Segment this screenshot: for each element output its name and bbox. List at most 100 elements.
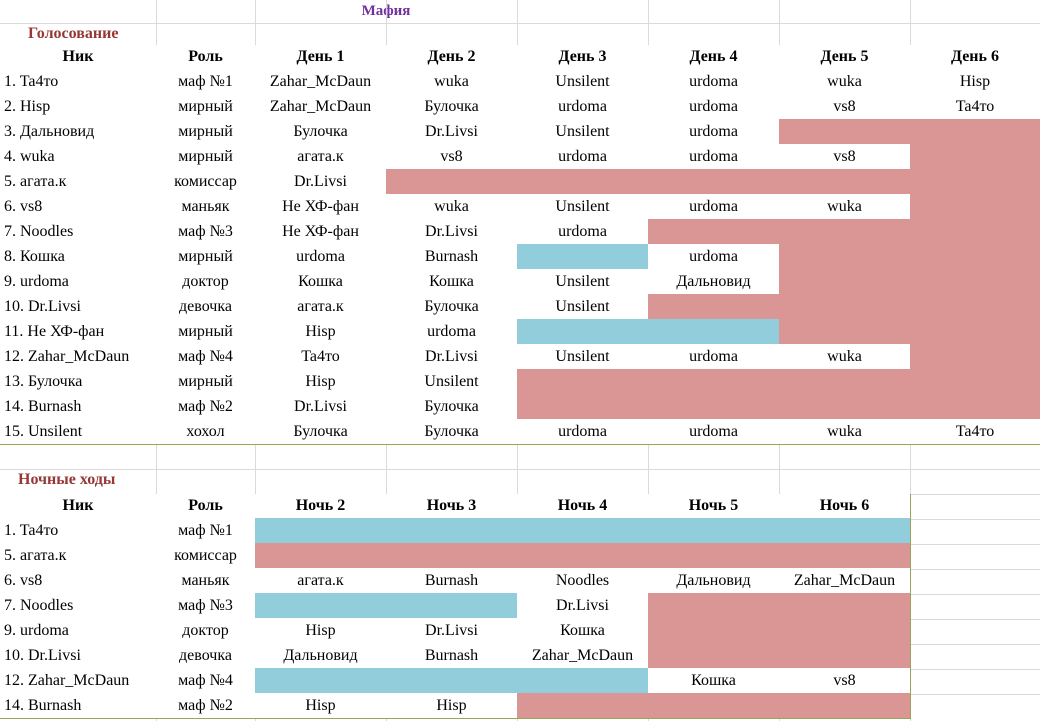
header-cell: День 1 bbox=[255, 45, 387, 70]
section-title: Голосование bbox=[28, 25, 119, 42]
cell: Zahar_McDaun bbox=[517, 643, 649, 669]
cell bbox=[779, 369, 911, 395]
cell bbox=[517, 244, 649, 270]
cell: 5. агата.к bbox=[0, 169, 157, 195]
cell: Hisp bbox=[255, 369, 387, 395]
cell: 1. Ta4то bbox=[0, 518, 157, 544]
cell: 10. Dr.Livsi bbox=[0, 294, 157, 320]
cell: wuka bbox=[779, 344, 911, 370]
cell: 6. vs8 bbox=[0, 194, 157, 220]
cell: urdoma bbox=[386, 319, 518, 345]
cell: urdoma bbox=[517, 94, 649, 120]
header-cell: День 2 bbox=[386, 45, 518, 70]
cell: 12. Zahar_McDaun bbox=[0, 668, 157, 694]
cell bbox=[779, 394, 911, 420]
cell bbox=[517, 169, 649, 195]
cell: девочка bbox=[156, 294, 256, 320]
cell bbox=[386, 593, 518, 619]
cell bbox=[255, 518, 387, 544]
cell bbox=[910, 394, 1040, 420]
grid-line bbox=[0, 469, 1040, 470]
cell: мирный bbox=[156, 319, 256, 345]
cell: urdoma bbox=[648, 119, 780, 145]
header-cell: Роль bbox=[156, 45, 256, 70]
cell: Zahar_McDaun bbox=[255, 94, 387, 120]
cell: Burnash bbox=[386, 643, 518, 669]
cell: доктор bbox=[156, 618, 256, 644]
cell: 6. vs8 bbox=[0, 568, 157, 594]
cell bbox=[386, 518, 518, 544]
cell: агата.к bbox=[255, 144, 387, 170]
cell: маньяк bbox=[156, 194, 256, 220]
cell: агата.к bbox=[255, 294, 387, 320]
cell bbox=[910, 344, 1040, 370]
cell bbox=[779, 543, 911, 569]
cell: Hisp bbox=[910, 69, 1040, 95]
header-cell: Ночь 2 bbox=[255, 494, 387, 519]
cell: Burnash bbox=[386, 568, 518, 594]
cell: urdoma bbox=[648, 344, 780, 370]
cell bbox=[779, 219, 911, 245]
cell: Булочка bbox=[386, 394, 518, 420]
cell bbox=[910, 319, 1040, 345]
cell: маньяк bbox=[156, 568, 256, 594]
cell bbox=[779, 618, 911, 644]
cell bbox=[910, 194, 1040, 220]
header-cell: Ночь 6 bbox=[779, 494, 911, 519]
cell: Unsilent bbox=[517, 69, 649, 95]
cell: Булочка bbox=[255, 419, 387, 445]
cell: 9. urdoma bbox=[0, 269, 157, 295]
cell: 4. wuka bbox=[0, 144, 157, 170]
cell: vs8 bbox=[386, 144, 518, 170]
cell: агата.к bbox=[255, 568, 387, 594]
cell bbox=[648, 319, 780, 345]
cell: хохол bbox=[156, 419, 256, 445]
cell: Dr.Livsi bbox=[386, 219, 518, 245]
cell bbox=[779, 269, 911, 295]
cell: мирный bbox=[156, 94, 256, 120]
cell: комиссар bbox=[156, 169, 256, 195]
cell bbox=[910, 169, 1040, 195]
cell bbox=[255, 543, 387, 569]
cell: Hisp bbox=[386, 693, 518, 719]
cell bbox=[779, 518, 911, 544]
cell bbox=[648, 219, 780, 245]
cell: Unsilent bbox=[386, 369, 518, 395]
cell bbox=[779, 319, 911, 345]
cell: Zahar_McDaun bbox=[779, 568, 911, 594]
cell: urdoma bbox=[648, 94, 780, 120]
section-title: Ночные ходы bbox=[18, 471, 116, 488]
cell bbox=[648, 643, 780, 669]
cell: vs8 bbox=[779, 94, 911, 120]
cell: мирный bbox=[156, 119, 256, 145]
cell bbox=[255, 593, 387, 619]
cell: мирный bbox=[156, 144, 256, 170]
cell: Дальновид bbox=[648, 269, 780, 295]
cell: маф №3 bbox=[156, 219, 256, 245]
cell: urdoma bbox=[517, 219, 649, 245]
cell: 13. Булочка bbox=[0, 369, 157, 395]
cell: маф №1 bbox=[156, 69, 256, 95]
cell bbox=[648, 518, 780, 544]
header-cell: Ночь 4 bbox=[517, 494, 649, 519]
cell: 11. Не ХФ-фан bbox=[0, 319, 157, 345]
cell: 14. Burnash bbox=[0, 394, 157, 420]
cell: Unsilent bbox=[517, 269, 649, 295]
cell: маф №4 bbox=[156, 344, 256, 370]
cell bbox=[648, 618, 780, 644]
cell bbox=[648, 169, 780, 195]
cell bbox=[648, 693, 780, 719]
cell bbox=[386, 668, 518, 694]
cell bbox=[386, 543, 518, 569]
cell: wuka bbox=[386, 194, 518, 220]
cell: Unsilent bbox=[517, 294, 649, 320]
cell: Ta4то bbox=[910, 94, 1040, 120]
grid-line bbox=[0, 23, 1040, 24]
cell bbox=[779, 643, 911, 669]
cell: wuka bbox=[779, 69, 911, 95]
cell bbox=[255, 668, 387, 694]
header-cell: Ночь 5 bbox=[648, 494, 780, 519]
cell: Unsilent bbox=[517, 344, 649, 370]
cell: 10. Dr.Livsi bbox=[0, 643, 157, 669]
cell: Zahar_McDaun bbox=[255, 69, 387, 95]
